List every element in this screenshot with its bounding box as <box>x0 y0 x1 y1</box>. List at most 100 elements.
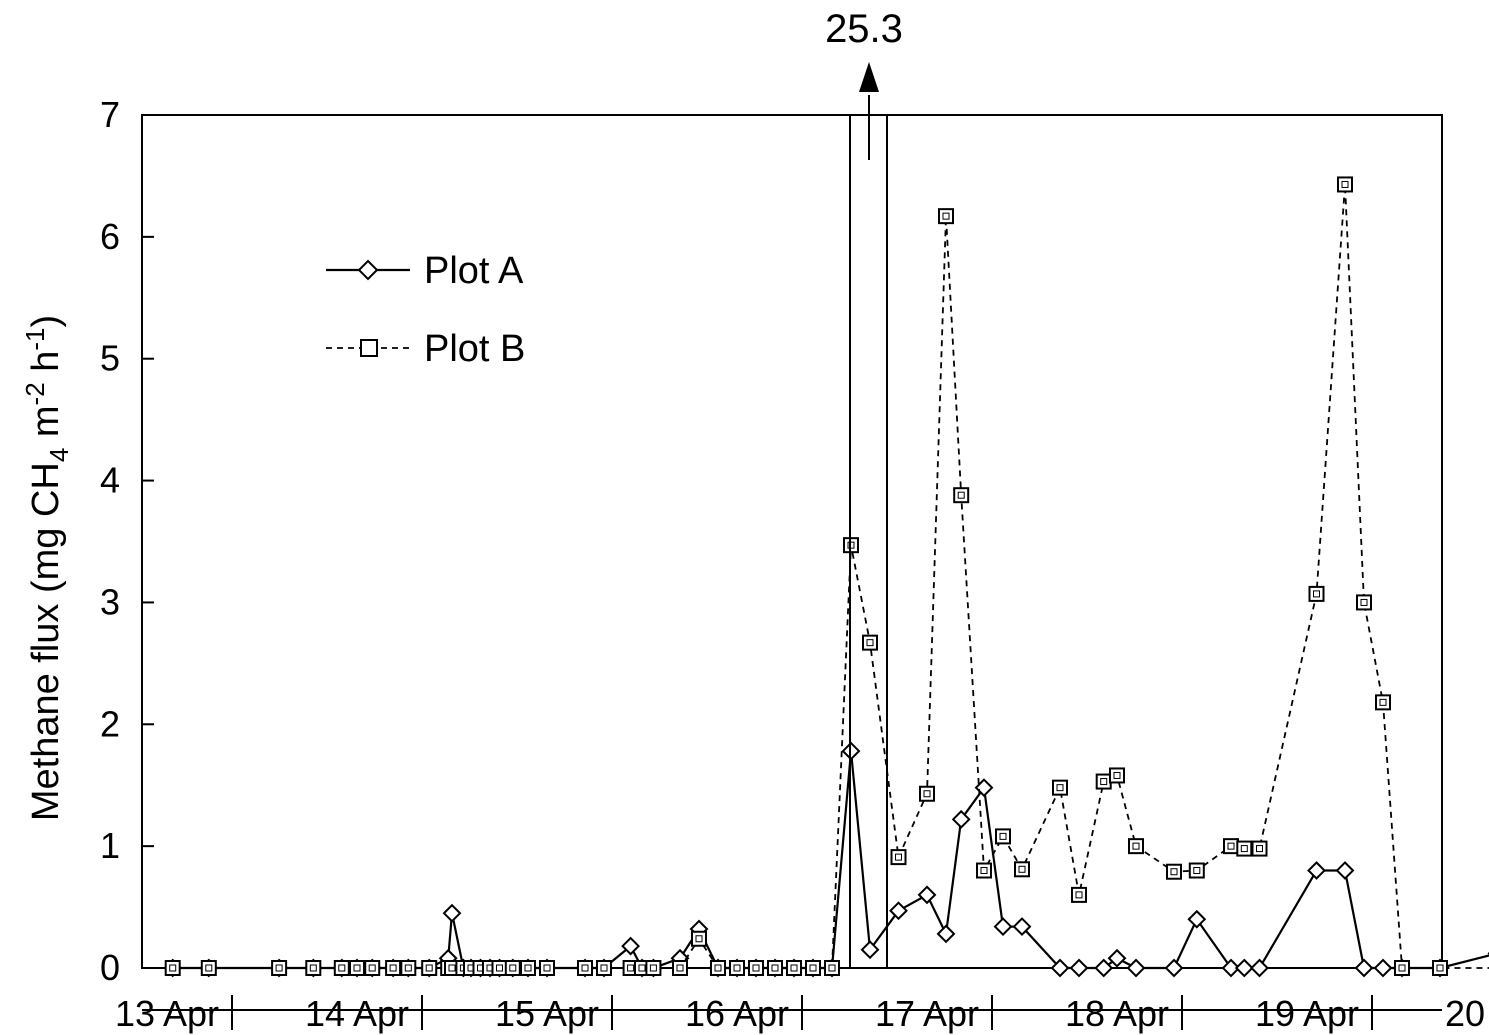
data-point-inner <box>1132 842 1140 850</box>
data-point <box>1050 958 1070 978</box>
data-point-inner <box>1075 891 1083 899</box>
data-point-inner <box>275 964 283 972</box>
data-point <box>672 960 688 976</box>
y-axis-title-part: h <box>25 351 67 383</box>
data-point <box>421 960 438 976</box>
data-point-inner <box>509 964 517 972</box>
data-point-inner <box>942 212 950 220</box>
data-point-inner <box>752 964 760 972</box>
data-point <box>271 960 288 976</box>
data-point-inner <box>866 639 874 647</box>
data-point-inner <box>425 964 433 972</box>
data-point <box>1373 958 1393 978</box>
data-point-inner <box>1341 180 1349 188</box>
data-point <box>748 960 764 976</box>
data-point <box>1234 958 1254 978</box>
y-axis-title-part: 4 <box>44 448 74 462</box>
series-line <box>172 184 1489 969</box>
y-axis: 0 1 2 3 4 5 6 7 <box>100 94 154 988</box>
data-point-inner <box>404 964 412 972</box>
legend-marker-plot-b <box>360 339 378 357</box>
y-axis-title-part: -2 <box>20 382 50 405</box>
data-point <box>385 960 402 976</box>
data-point <box>805 960 821 976</box>
x-tick-label: 17 Apr <box>875 993 979 1034</box>
annotation-label: 25.3 <box>825 7 903 51</box>
data-point <box>1223 838 1239 855</box>
data-point <box>976 862 992 879</box>
data-point-inner <box>1256 845 1263 853</box>
plot-area-frame <box>141 114 1443 969</box>
data-point <box>349 960 365 976</box>
data-point <box>539 960 555 976</box>
data-point <box>995 828 1011 845</box>
annotation: 25.3 <box>825 7 903 968</box>
data-point <box>824 960 840 976</box>
data-point-inner <box>368 964 376 972</box>
data-point-inner <box>309 964 317 972</box>
data-point-inner <box>496 964 503 972</box>
data-point-inner <box>353 964 361 972</box>
data-point <box>305 960 322 976</box>
data-point-inner <box>205 964 213 972</box>
data-point <box>993 917 1013 936</box>
data-point-inner <box>1379 698 1387 706</box>
data-point-inner <box>733 964 741 972</box>
data-point-inner <box>600 964 608 972</box>
data-point-inner <box>581 964 589 972</box>
data-point <box>1394 960 1410 976</box>
x-axis: 13 Apr 14 Apr 15 Apr 16 Apr 17 Apr 18 Apr 19 A… <box>115 993 1489 1034</box>
data-point-inner <box>1240 845 1248 853</box>
data-point <box>577 960 593 976</box>
data-point <box>953 487 970 504</box>
data-point <box>1128 838 1144 855</box>
data-point-inner <box>895 853 902 861</box>
data-point <box>442 903 462 923</box>
data-point-inner <box>338 964 346 972</box>
data-point <box>917 885 937 905</box>
y-tick-label: 2 <box>100 703 120 744</box>
y-axis-title-part: m <box>25 405 67 447</box>
data-point <box>1335 861 1355 880</box>
data-point <box>1308 585 1325 602</box>
data-point <box>621 936 641 956</box>
data-point-inner <box>1227 842 1235 850</box>
data-point-inner <box>828 964 836 972</box>
data-point-inner <box>790 964 798 972</box>
data-point <box>936 924 956 944</box>
data-point <box>1432 960 1448 976</box>
series-plot-b <box>164 176 1489 976</box>
data-point-inner <box>627 964 635 972</box>
y-tick-label: 0 <box>100 947 120 988</box>
data-point <box>1052 779 1068 796</box>
y-axis-title: Methane flux (mg CH4 m-2 h-1) <box>20 315 74 821</box>
data-point-inner <box>1360 598 1368 606</box>
data-point-inner <box>1398 964 1406 972</box>
data-point <box>1094 958 1114 978</box>
data-point-inner <box>638 964 646 972</box>
legend-label-plot-a: Plot A <box>424 250 524 292</box>
data-point <box>1356 594 1372 611</box>
data-point-inner <box>543 964 551 972</box>
data-point-inner <box>980 867 988 875</box>
data-point <box>1337 176 1353 193</box>
y-axis-title-part: -1 <box>20 328 50 351</box>
data-point <box>1188 862 1205 879</box>
data-point <box>767 960 783 976</box>
data-point <box>729 960 745 976</box>
data-point <box>890 849 907 866</box>
data-point <box>400 960 417 976</box>
data-point <box>1166 863 1182 880</box>
data-point-inner <box>1056 784 1064 792</box>
data-point-inner <box>923 790 931 798</box>
data-point <box>504 960 521 976</box>
y-axis-title-part: Methane flux (mg CH <box>25 462 67 821</box>
y-tick-label: 7 <box>100 94 120 135</box>
data-point <box>1251 840 1268 857</box>
data-point-inner <box>1100 778 1108 786</box>
data-point <box>1095 773 1112 790</box>
x-tick-label: 13 Apr <box>115 993 219 1034</box>
data-point <box>1069 958 1089 978</box>
data-point-inner <box>809 964 817 972</box>
data-point-inner <box>771 964 779 972</box>
